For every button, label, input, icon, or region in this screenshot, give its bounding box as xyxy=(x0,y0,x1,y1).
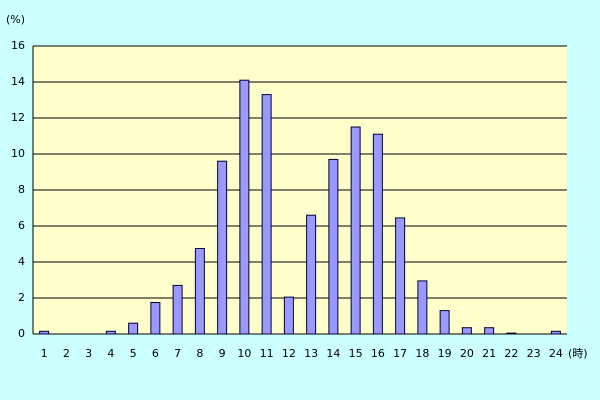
x-tick-label: 11 xyxy=(260,347,274,360)
x-tick-label: 2 xyxy=(63,347,70,360)
x-tick-label: 17 xyxy=(393,347,407,360)
x-tick-label: 23 xyxy=(527,347,541,360)
x-tick-label: 12 xyxy=(282,347,296,360)
y-tick-label: 4 xyxy=(18,255,25,268)
bar xyxy=(439,310,450,335)
bar xyxy=(128,322,139,335)
bar xyxy=(172,284,183,335)
bar xyxy=(150,302,161,335)
x-tick-label: 18 xyxy=(415,347,429,360)
y-tick-label: 16 xyxy=(11,39,25,52)
bar xyxy=(39,330,50,335)
x-tick-label: 9 xyxy=(219,347,226,360)
y-tick-label: 8 xyxy=(18,183,25,196)
bar xyxy=(194,248,205,335)
x-tick-label: 24 xyxy=(549,347,563,360)
x-tick-label: 6 xyxy=(152,347,159,360)
bar xyxy=(306,214,317,335)
bar xyxy=(105,330,116,335)
x-tick-label: 22 xyxy=(504,347,518,360)
x-tick-label: 7 xyxy=(174,347,181,360)
x-tick-label: 5 xyxy=(130,347,137,360)
y-tick-label: 2 xyxy=(18,291,25,304)
x-tick-label: 4 xyxy=(107,347,114,360)
x-tick-label: 13 xyxy=(304,347,318,360)
y-axis-label: (%) xyxy=(6,13,25,26)
x-tick-label: 16 xyxy=(371,347,385,360)
x-tick-label: 14 xyxy=(326,347,340,360)
y-tick-label: 12 xyxy=(11,111,25,124)
x-tick-label: 3 xyxy=(85,347,92,360)
bar xyxy=(395,217,406,335)
x-tick-label: 21 xyxy=(482,347,496,360)
bar xyxy=(328,158,339,335)
bar xyxy=(261,94,272,335)
bar xyxy=(550,330,561,335)
y-tick-label: 10 xyxy=(11,147,25,160)
bar xyxy=(350,126,361,335)
bar xyxy=(239,79,250,335)
x-tick-label: 15 xyxy=(349,347,363,360)
x-tick-label: 10 xyxy=(237,347,251,360)
bar xyxy=(283,296,294,335)
bar xyxy=(217,160,228,335)
y-tick-label: 6 xyxy=(18,219,25,232)
bar xyxy=(484,327,495,335)
bar xyxy=(506,332,517,335)
bar xyxy=(417,280,428,335)
bar xyxy=(461,327,472,335)
y-tick-label: 14 xyxy=(11,75,25,88)
y-tick-label: 0 xyxy=(18,327,25,340)
bar xyxy=(372,133,383,335)
x-tick-label: 8 xyxy=(196,347,203,360)
x-tick-label: 19 xyxy=(438,347,452,360)
x-tick-label: 1 xyxy=(41,347,48,360)
x-tick-label: 20 xyxy=(460,347,474,360)
x-axis-label: (時) xyxy=(568,347,588,360)
